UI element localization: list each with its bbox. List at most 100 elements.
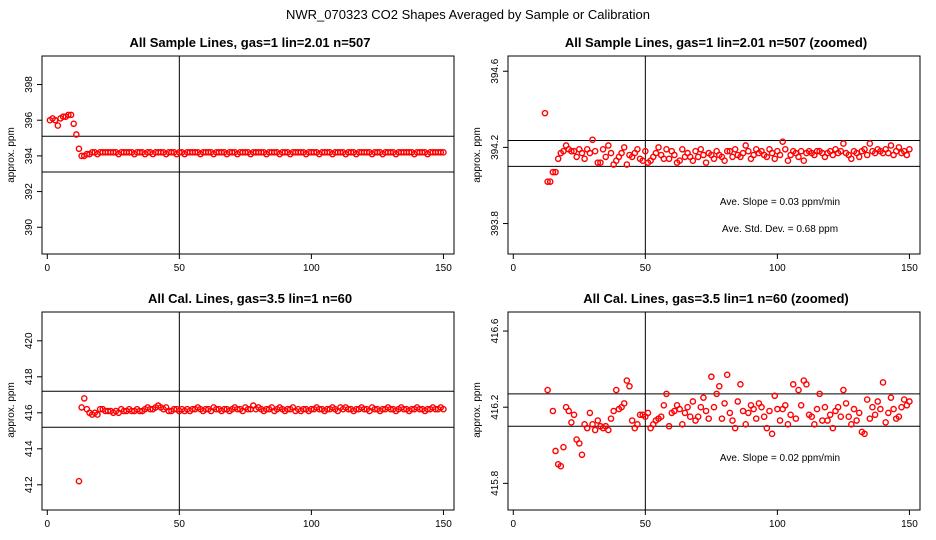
data-point xyxy=(723,147,731,155)
data-point xyxy=(771,392,779,400)
data-point xyxy=(782,401,789,409)
data-point xyxy=(729,417,736,424)
data-point xyxy=(729,153,736,161)
data-point xyxy=(676,405,683,413)
data-point xyxy=(871,411,879,419)
data-point xyxy=(570,411,578,419)
data-point xyxy=(244,405,252,413)
data-point xyxy=(541,109,549,117)
x-tick-label: 100 xyxy=(769,519,786,530)
data-point xyxy=(837,413,845,421)
data-point xyxy=(900,396,908,403)
data-point xyxy=(874,398,882,405)
data-point xyxy=(599,145,607,153)
data-point xyxy=(745,147,752,155)
panel-sample-lines-zoomed: All Sample Lines, gas=1 lin=2.01 n=507 (… xyxy=(472,35,921,274)
x-tick-label: 150 xyxy=(435,519,452,530)
data-point xyxy=(602,153,610,161)
data-point xyxy=(612,386,620,394)
data-point xyxy=(866,140,874,147)
data-point xyxy=(745,409,752,417)
data-point xyxy=(568,419,575,426)
data-point xyxy=(697,145,705,153)
y-axis-label: approx. ppm xyxy=(472,382,483,438)
data-point xyxy=(855,409,863,417)
data-point xyxy=(816,390,823,398)
data-point xyxy=(842,400,850,407)
data-point xyxy=(906,398,913,405)
data-point xyxy=(826,411,834,419)
x-tick-label: 100 xyxy=(769,263,786,274)
data-point xyxy=(607,149,615,157)
data-point xyxy=(663,145,670,153)
data-point xyxy=(795,386,802,394)
data-point xyxy=(652,149,660,157)
data-point xyxy=(552,447,559,455)
data-point xyxy=(885,149,892,157)
data-point xyxy=(689,398,697,405)
data-point xyxy=(776,417,784,424)
data-point xyxy=(853,417,860,424)
data-point xyxy=(797,147,805,155)
y-tick-label: 394.2 xyxy=(490,134,501,159)
data-point xyxy=(710,155,718,163)
data-point xyxy=(824,417,831,424)
data-point xyxy=(898,403,905,411)
panel-title: All Sample Lines, gas=1 lin=2.01 n=507 (… xyxy=(565,35,867,50)
y-tick-label: 412 xyxy=(24,476,35,493)
data-point xyxy=(578,451,586,459)
y-axis-label: approx. ppm xyxy=(6,127,17,183)
data-point xyxy=(655,144,662,151)
annotation-std-dev: Ave. Std. Dev. = 0.68 ppm xyxy=(722,224,838,235)
data-point xyxy=(776,151,784,159)
x-tick-label: 150 xyxy=(435,263,452,274)
data-point xyxy=(628,417,636,424)
data-point xyxy=(877,405,884,413)
data-point xyxy=(671,151,678,159)
data-point xyxy=(581,155,588,163)
data-point xyxy=(829,151,837,159)
plot-frame xyxy=(507,311,921,511)
data-point xyxy=(626,382,633,390)
x-tick-label: 150 xyxy=(901,519,918,530)
data-point xyxy=(829,424,837,432)
data-point xyxy=(840,386,847,394)
data-point xyxy=(766,407,773,415)
data-point xyxy=(906,145,913,153)
data-point xyxy=(586,149,594,157)
data-point xyxy=(813,405,821,413)
data-point xyxy=(855,153,863,161)
data-point xyxy=(610,407,617,415)
data-point xyxy=(771,155,779,163)
data-point xyxy=(861,430,868,438)
x-tick-label: 100 xyxy=(303,519,320,530)
y-tick-label: 392 xyxy=(24,183,35,200)
data-point xyxy=(560,443,567,451)
data-point xyxy=(644,409,652,417)
data-point xyxy=(440,405,447,413)
data-point xyxy=(679,421,686,428)
data-point xyxy=(589,421,596,428)
data-point xyxy=(665,155,673,163)
panel-title: All Cal. Lines, gas=3.5 lin=1 n=60 xyxy=(148,291,352,306)
data-point xyxy=(758,403,765,411)
data-point xyxy=(768,149,776,157)
data-point xyxy=(546,178,554,185)
data-point xyxy=(78,404,85,411)
x-tick-label: 0 xyxy=(511,519,517,530)
data-point xyxy=(731,145,739,153)
y-tick-label: 394 xyxy=(24,147,35,164)
data-point xyxy=(568,147,575,155)
data-point xyxy=(597,159,604,166)
data-point xyxy=(681,409,689,417)
data-point xyxy=(779,138,786,145)
data-point xyxy=(734,398,742,405)
data-point xyxy=(760,413,768,421)
plot-frame xyxy=(41,311,455,511)
data-point xyxy=(591,426,599,434)
data-point xyxy=(75,477,83,485)
panel-cal-lines-zoomed: All Cal. Lines, gas=3.5 lin=1 n=60 (zoom… xyxy=(472,291,921,530)
data-point xyxy=(845,413,852,421)
data-point xyxy=(800,157,808,165)
data-point xyxy=(718,415,726,422)
